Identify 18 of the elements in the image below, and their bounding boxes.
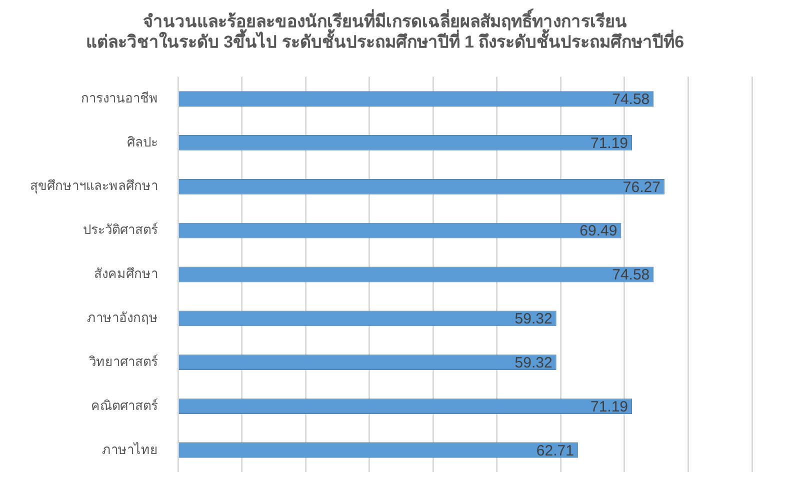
data-label: 74.58: [612, 90, 650, 108]
y-tick-label: สุขศึกษาฯและพลศึกษา: [30, 178, 158, 194]
data-label: 62.71: [536, 442, 574, 460]
data-label: 71.19: [590, 398, 628, 416]
y-tick-label: การงานอาชีพ: [81, 90, 158, 106]
y-tick-label: ศิลปะ: [127, 134, 158, 150]
y-tick-label: ประวัติศาสตร์: [83, 222, 158, 238]
data-label: 59.32: [514, 354, 552, 372]
data-label: 69.49: [580, 222, 618, 240]
data-label: 74.58: [612, 266, 650, 284]
y-tick-label: ภาษาอังกฤษ: [87, 310, 158, 326]
y-tick-label: คณิตศาสตร์: [91, 398, 158, 413]
y-tick-label: วิทยาศาสตร์: [88, 354, 158, 369]
data-label: 76.27: [622, 178, 660, 196]
data-label: 71.19: [590, 134, 628, 152]
y-tick-label: ภาษาไทย: [102, 442, 158, 457]
y-tick-label: สังคมศึกษา: [94, 266, 158, 282]
data-label: 59.32: [514, 310, 552, 328]
